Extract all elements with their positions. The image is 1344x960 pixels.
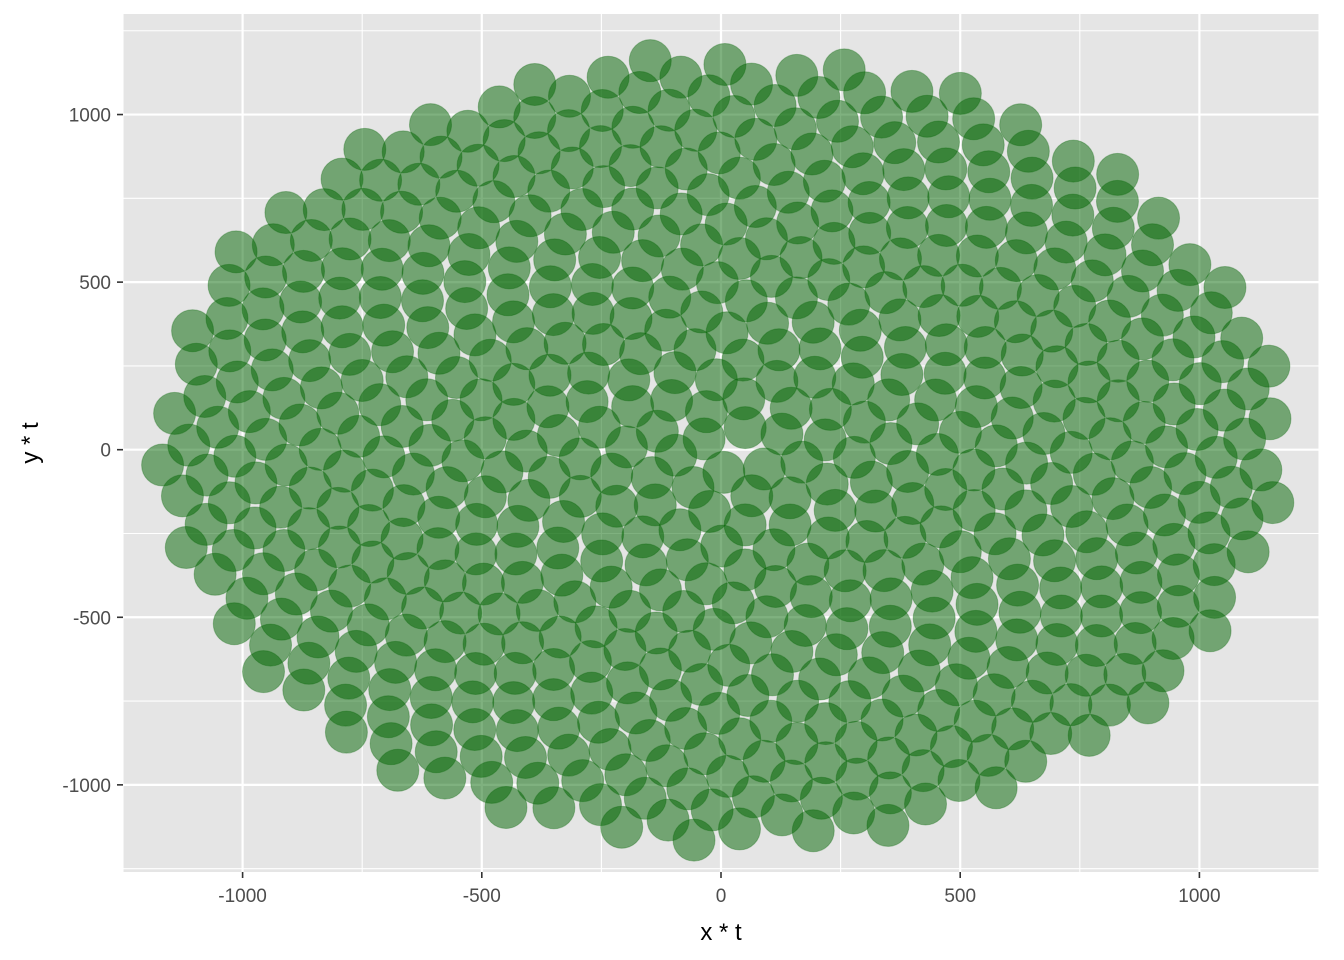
data-point xyxy=(823,49,865,91)
x-axis-title: x * t xyxy=(700,919,742,946)
data-point xyxy=(1138,197,1180,239)
data-point xyxy=(478,86,520,128)
data-point xyxy=(867,804,909,846)
data-point xyxy=(776,54,818,96)
data-point xyxy=(1248,345,1290,387)
data-point xyxy=(1189,610,1231,652)
data-point xyxy=(377,749,419,791)
data-point xyxy=(533,787,575,829)
y-tick-label: -1000 xyxy=(62,776,111,797)
data-point xyxy=(587,56,629,98)
y-tick-label: 1000 xyxy=(69,106,111,127)
data-point xyxy=(410,104,452,146)
data-point xyxy=(1052,140,1094,182)
data-point xyxy=(424,757,466,799)
data-point xyxy=(215,231,257,273)
data-point xyxy=(891,70,933,112)
y-tick-label: 0 xyxy=(100,441,111,462)
data-point xyxy=(1169,244,1211,286)
y-tick-label: 500 xyxy=(79,273,111,294)
data-point xyxy=(1000,104,1042,146)
data-point xyxy=(243,651,285,693)
x-tick-label: -1000 xyxy=(218,886,267,907)
data-point xyxy=(1068,714,1110,756)
data-point xyxy=(172,310,214,352)
x-tick-label: -500 xyxy=(463,886,501,907)
data-point xyxy=(265,192,307,234)
data-point xyxy=(1227,531,1269,573)
x-axis: -1000 -500 0 500 1000 xyxy=(218,872,1220,907)
data-point xyxy=(165,527,207,569)
x-tick-label: 1000 xyxy=(1178,886,1220,907)
data-point xyxy=(325,711,367,753)
y-axis: -1000 -500 0 500 1000 xyxy=(62,106,123,797)
data-point xyxy=(1204,267,1246,309)
data-point xyxy=(514,63,556,105)
data-point xyxy=(704,44,746,86)
data-point xyxy=(1127,682,1169,724)
y-axis-title: y * t xyxy=(17,422,44,464)
x-tick-label: 500 xyxy=(944,886,976,907)
data-point xyxy=(673,819,715,861)
data-point xyxy=(213,603,255,645)
data-point xyxy=(142,444,184,486)
data-point xyxy=(1249,398,1291,440)
x-tick-label: 0 xyxy=(716,886,727,907)
data-point xyxy=(792,810,834,852)
data-point xyxy=(1097,153,1139,195)
data-point xyxy=(975,767,1017,809)
data-point xyxy=(939,72,981,114)
data-point xyxy=(344,128,386,170)
y-tick-label: -500 xyxy=(73,608,111,629)
data-point xyxy=(1252,482,1294,524)
data-point xyxy=(629,40,671,82)
data-point xyxy=(154,392,196,434)
data-point xyxy=(601,806,643,848)
data-point xyxy=(905,783,947,825)
data-point xyxy=(485,786,527,828)
data-point xyxy=(718,808,760,850)
data-point xyxy=(283,669,325,711)
